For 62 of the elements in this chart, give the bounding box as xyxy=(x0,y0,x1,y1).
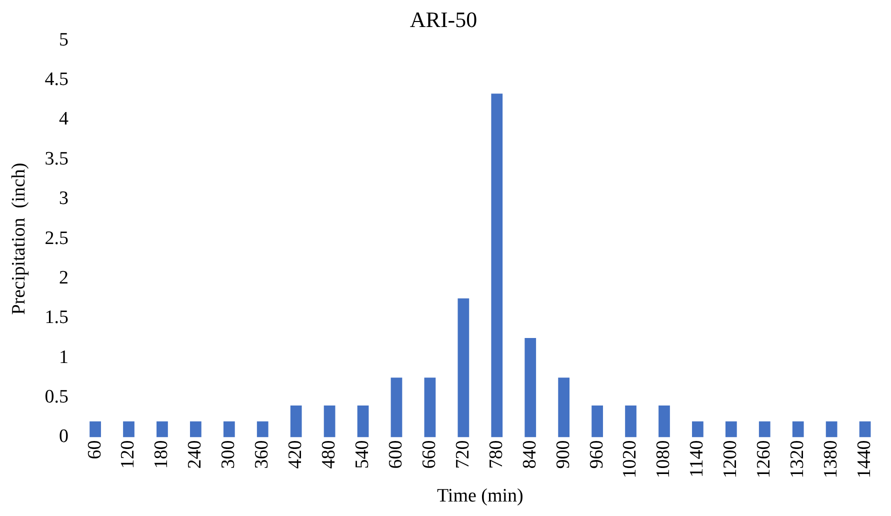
x-tick-label: 1140 xyxy=(686,440,708,478)
y-axis-title: Precipitation (inch) xyxy=(8,162,30,315)
x-tick-label: 240 xyxy=(184,440,206,469)
bar xyxy=(390,378,402,438)
bar xyxy=(256,421,268,438)
x-tick-label: 540 xyxy=(352,440,374,469)
y-tick-label: 5 xyxy=(59,29,69,50)
bar xyxy=(625,405,636,438)
y-tick-label: 0.5 xyxy=(44,386,69,408)
y-tick-label: 3 xyxy=(59,188,69,210)
bar xyxy=(658,405,670,438)
y-tick-label: 4 xyxy=(59,108,70,130)
y-tick-label: 4.5 xyxy=(44,69,69,90)
bar xyxy=(156,421,168,438)
x-tick-label: 660 xyxy=(418,440,440,469)
chart-title: ARI-50 xyxy=(410,6,478,32)
x-axis-title: Time (min) xyxy=(436,486,524,507)
x-tick-label: 60 xyxy=(84,440,106,460)
y-tick-label: 3.5 xyxy=(44,148,69,170)
x-tick-label: 1020 xyxy=(620,440,641,478)
x-tick-label: 1380 xyxy=(820,440,842,478)
bar xyxy=(123,421,134,438)
x-tick-label: 720 xyxy=(452,440,474,469)
bar xyxy=(758,421,770,438)
bar xyxy=(524,338,536,438)
bar xyxy=(826,421,838,438)
bar xyxy=(324,405,336,438)
x-tick-label: 1440 xyxy=(854,440,876,478)
x-tick-label: 120 xyxy=(118,440,139,469)
bar xyxy=(692,421,704,438)
y-tick-label: 1.5 xyxy=(44,307,69,328)
y-tick-label: 2.5 xyxy=(44,228,69,249)
x-tick-label: 1260 xyxy=(754,440,775,478)
bar xyxy=(558,378,570,438)
x-tick-label: 300 xyxy=(218,440,240,469)
x-tick-label: 1320 xyxy=(787,440,808,478)
x-tick-label: 180 xyxy=(151,440,172,469)
x-tick-label: 480 xyxy=(318,440,340,469)
x-tick-label: 360 xyxy=(252,440,273,469)
x-tick-label: 840 xyxy=(519,440,540,469)
x-tick-label: 600 xyxy=(385,440,406,469)
x-tick-label: 1080 xyxy=(653,440,674,478)
bar xyxy=(859,421,871,438)
bar xyxy=(792,421,804,438)
bar xyxy=(90,421,101,438)
x-tick-label: 1200 xyxy=(720,440,742,478)
bar xyxy=(223,421,235,438)
y-tick-label: 2 xyxy=(59,267,69,288)
x-tick-label: 780 xyxy=(486,440,507,469)
bar xyxy=(290,405,302,438)
x-tick-label: 900 xyxy=(552,440,574,469)
bar xyxy=(725,421,737,438)
bar xyxy=(357,405,369,438)
bar xyxy=(190,421,202,438)
x-tick-label: 420 xyxy=(285,440,306,469)
y-tick-label: 0 xyxy=(59,426,69,448)
bar xyxy=(491,94,503,438)
y-tick-label: 1 xyxy=(59,346,69,368)
bar xyxy=(458,298,470,438)
bar xyxy=(424,378,436,438)
x-tick-label: 960 xyxy=(586,440,608,469)
bar xyxy=(592,405,603,438)
